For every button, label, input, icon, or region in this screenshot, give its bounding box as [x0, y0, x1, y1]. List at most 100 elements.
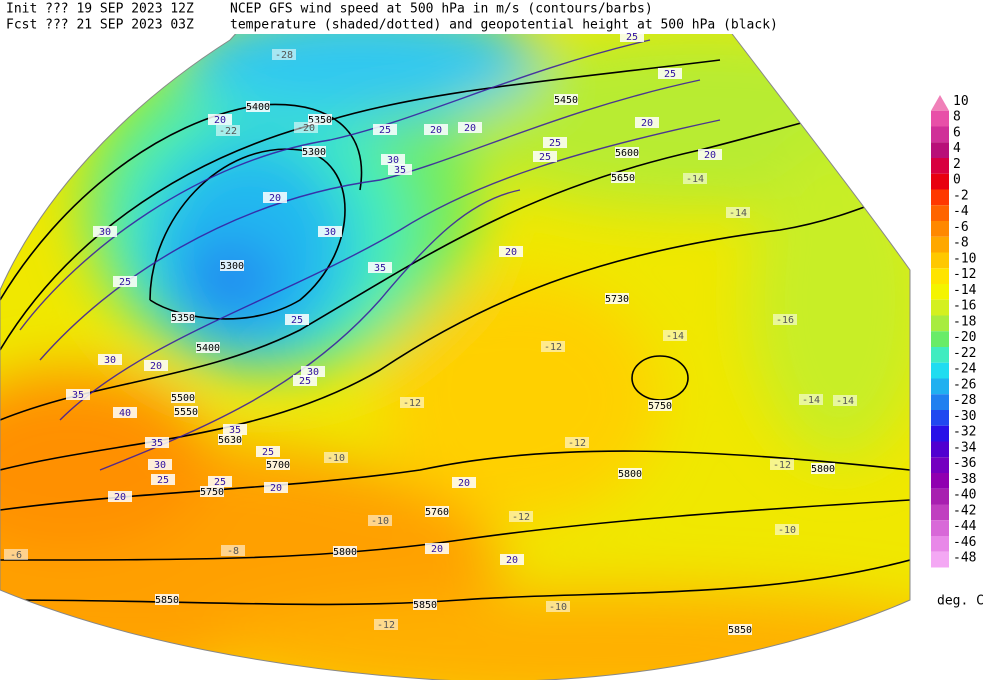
label-bg	[663, 330, 687, 341]
colorbar-label: -8	[953, 236, 969, 251]
label-bg	[425, 506, 449, 517]
height-label: 5700	[266, 460, 290, 471]
colorbar-swatch	[931, 473, 949, 489]
colorbar-swatch	[931, 362, 949, 379]
wind-label: 25	[626, 32, 638, 43]
height-label: 5400	[246, 102, 270, 113]
colorbar-swatch	[931, 189, 949, 206]
label-bg	[174, 406, 198, 417]
label-bg	[333, 546, 357, 557]
label-bg	[266, 459, 290, 470]
colorbar-swatch	[931, 536, 949, 552]
temperature-label: -10	[327, 453, 345, 464]
label-bg	[208, 114, 232, 125]
colorbar-swatch	[931, 378, 949, 395]
wind-label: 25	[157, 475, 169, 486]
colorbar-swatch	[931, 488, 949, 505]
colorbar-swatch	[931, 347, 949, 363]
height-label: 5850	[413, 600, 437, 611]
label-bg	[726, 207, 750, 218]
label-bg	[66, 389, 90, 400]
height-label: 5760	[425, 507, 449, 518]
temperature-label: -12	[568, 438, 586, 449]
wind-label: 30	[104, 355, 116, 366]
label-bg	[565, 437, 589, 448]
colorbar-swatch	[931, 457, 949, 473]
label-bg	[620, 31, 644, 42]
wind-label: 30	[154, 460, 166, 471]
label-bg	[246, 101, 270, 112]
colorbar-swatch	[931, 410, 949, 426]
label-bg	[554, 94, 578, 105]
label-bg	[425, 543, 449, 554]
colorbar-label: -36	[953, 456, 976, 471]
label-bg	[171, 392, 195, 403]
wind-label: 30	[387, 155, 399, 166]
wind-label: 20	[464, 123, 476, 134]
colorbar-label: 2	[953, 157, 961, 172]
colorbar-swatch	[931, 284, 949, 300]
wind-label: 25	[379, 125, 391, 136]
colorbar-label: 6	[953, 125, 961, 140]
wind-label: 20	[505, 247, 517, 258]
label-bg	[145, 437, 169, 448]
wind-label: 30	[307, 367, 319, 378]
temperature-label: -8	[227, 546, 239, 557]
label-bg	[293, 375, 317, 386]
label-bg	[611, 172, 635, 183]
colorbar-label: 10	[953, 94, 969, 109]
label-bg	[93, 226, 117, 237]
colorbar-swatch	[931, 95, 949, 111]
colorbar-swatch	[931, 394, 949, 410]
colorbar-label: -2	[953, 188, 969, 203]
label-bg	[171, 312, 195, 323]
label-bg	[301, 366, 325, 377]
temperature-label: -12	[773, 460, 791, 471]
wind-label: 40	[119, 408, 131, 419]
label-bg	[541, 341, 565, 352]
wind-label: 35	[72, 390, 84, 401]
label-bg	[263, 192, 287, 203]
label-bg	[683, 173, 707, 184]
label-bg	[373, 124, 397, 135]
temperature-label: -12	[403, 398, 421, 409]
colorbar-label: -22	[953, 346, 976, 361]
label-bg	[698, 149, 722, 160]
colorbar-swatch	[931, 299, 949, 316]
label-bg	[220, 260, 244, 271]
label-bg	[218, 434, 242, 445]
label-bg	[413, 599, 437, 610]
temperature-label: -14	[686, 174, 704, 185]
height-label: 5850	[155, 595, 179, 606]
init-time: Init ??? 19 SEP 2023 12Z	[6, 2, 194, 17]
forecast-time: Fcst ??? 21 SEP 2023 03Z	[6, 18, 194, 33]
label-bg	[4, 549, 28, 560]
wind-label: 25	[299, 376, 311, 387]
height-label: 5350	[171, 313, 195, 324]
label-bg	[272, 49, 296, 60]
colorbar-swatch	[931, 504, 949, 521]
map-labels: 5400 5350 5300 5300 5350 5400 5500 5550 5630 5700…	[4, 31, 857, 636]
height-label: 5300	[220, 261, 244, 272]
height-label: 5650	[611, 173, 635, 184]
colorbar-swatch	[931, 142, 949, 158]
wind-label: 30	[324, 227, 336, 238]
map-border	[0, 17, 911, 682]
label-bg	[221, 545, 245, 556]
colorbar-label: -26	[953, 377, 976, 392]
label-bg	[324, 452, 348, 463]
height-label: 5400	[196, 343, 220, 354]
colorbar-label: -18	[953, 314, 976, 329]
colorbar-label: -12	[953, 267, 976, 282]
label-bg	[223, 424, 247, 435]
colorbar-swatch	[931, 236, 949, 253]
colorbar-label: -4	[953, 204, 969, 219]
temperature-label: -14	[802, 395, 820, 406]
label-bg	[615, 147, 639, 158]
label-bg	[155, 594, 179, 605]
wind-label: 20	[704, 150, 716, 161]
label-bg	[770, 459, 794, 470]
label-bg	[424, 124, 448, 135]
temperature-label: -12	[544, 342, 562, 353]
